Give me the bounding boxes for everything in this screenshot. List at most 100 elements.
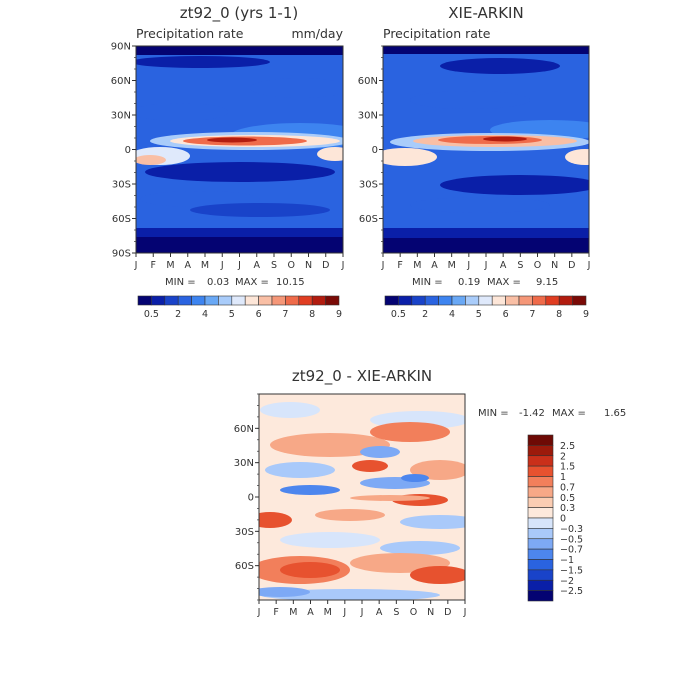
colorbar-swatch bbox=[527, 445, 554, 457]
diff-anomaly-18 bbox=[380, 541, 460, 555]
colorbar-label: 7 bbox=[529, 309, 535, 320]
x-tick-label: F bbox=[397, 260, 402, 271]
storm-track-mid bbox=[136, 103, 228, 121]
diff-anomaly-13 bbox=[350, 495, 430, 501]
y-tick-label: 0 bbox=[125, 145, 131, 156]
panel-obs-map bbox=[383, 46, 589, 253]
panel-obs-stats: MIN = 0.19 MAX = 9.15 bbox=[412, 277, 558, 288]
colorbar-swatch bbox=[438, 295, 453, 306]
x-tick-label: J bbox=[257, 607, 261, 618]
x-tick-label: D bbox=[322, 260, 329, 271]
colorbar-label: 1 bbox=[560, 472, 566, 483]
colorbar-label: 1.5 bbox=[560, 462, 575, 473]
colorbar-swatch bbox=[527, 559, 554, 571]
colorbar-label: 9 bbox=[336, 309, 342, 320]
subtropical-dry-south bbox=[145, 162, 335, 182]
colorbar-label: 4 bbox=[202, 309, 208, 320]
colorbar-label: 6 bbox=[256, 309, 262, 320]
colorbar-label: 4 bbox=[449, 309, 455, 320]
colorbar-swatch bbox=[527, 476, 554, 488]
diff-anomaly-16 bbox=[400, 515, 465, 529]
y-tick-label: 30N bbox=[358, 111, 378, 122]
colorbar-swatch bbox=[177, 295, 192, 306]
storm-track-north bbox=[410, 91, 530, 109]
colorbar-label: −1.5 bbox=[560, 565, 583, 576]
colorbar-label: −0.7 bbox=[560, 545, 583, 556]
midlat-south bbox=[190, 203, 330, 217]
x-tick-label: J bbox=[342, 607, 346, 618]
panel-diff-max-value: 1.65 bbox=[604, 408, 626, 419]
polar-band-south bbox=[383, 238, 589, 253]
colorbar-swatch bbox=[491, 295, 506, 306]
panel-obs-colorbar: 0.5 2 4 5 6 7 8 9 bbox=[384, 295, 589, 320]
panel-diff-min-value: -1.42 bbox=[519, 408, 545, 419]
x-tick-label: M bbox=[448, 260, 456, 271]
y-tick-label: 60N bbox=[111, 76, 131, 87]
y-tick-label: 30N bbox=[111, 111, 131, 122]
x-tick-label: N bbox=[427, 607, 434, 618]
colorbar-swatch bbox=[384, 295, 399, 306]
colorbar-swatch bbox=[527, 507, 554, 519]
diff-anomaly-6 bbox=[360, 446, 400, 458]
colorbar-swatch bbox=[527, 548, 554, 560]
panel-diff-y-ticks: 60N 30N 0 30S 60S bbox=[234, 393, 259, 601]
diff-anomaly-4 bbox=[370, 422, 450, 442]
colorbar-swatch bbox=[527, 517, 554, 529]
colorbar-label: −2 bbox=[560, 576, 574, 587]
colorbar-swatch bbox=[527, 528, 554, 540]
diff-anomaly-10 bbox=[401, 474, 429, 482]
y-tick-label: 0 bbox=[248, 493, 254, 504]
panel-model-map bbox=[136, 46, 343, 253]
y-tick-label: 30S bbox=[359, 180, 378, 191]
colorbar-swatch bbox=[478, 295, 493, 306]
colorbar-label: 0.7 bbox=[560, 482, 575, 493]
panel-obs: XIE-ARKIN Precipitation rate 60N30N030S6… bbox=[358, 4, 591, 320]
colorbar-swatch bbox=[518, 295, 533, 306]
diff-anomaly-20 bbox=[280, 562, 340, 578]
diff-anomaly-1 bbox=[260, 402, 320, 418]
polar-band-south bbox=[136, 236, 343, 253]
colorbar-swatch bbox=[527, 569, 554, 581]
x-tick-label: N bbox=[551, 260, 558, 271]
y-tick-label: 60S bbox=[112, 214, 131, 225]
colorbar-swatch bbox=[527, 434, 554, 446]
colorbar-swatch bbox=[465, 295, 480, 306]
colorbar-swatch bbox=[572, 295, 587, 306]
colorbar-swatch bbox=[411, 295, 426, 306]
colorbar-label: 2 bbox=[560, 451, 566, 462]
colorbar-swatch bbox=[527, 590, 554, 602]
panel-model: zt92_0 (yrs 1-1) Precipitation rate mm/d… bbox=[111, 4, 345, 320]
x-tick-label: D bbox=[568, 260, 575, 271]
panel-model-max-label: MAX = bbox=[235, 277, 269, 288]
colorbar-swatch bbox=[285, 295, 300, 306]
sh-monsoon-2 bbox=[136, 155, 166, 165]
y-tick-label: 90N bbox=[111, 42, 131, 53]
y-tick-label: 30S bbox=[112, 180, 131, 191]
x-tick-label: N bbox=[305, 260, 312, 271]
x-tick-label: O bbox=[534, 260, 541, 271]
panel-diff-colorbar: 2.521.510.70.50.30−0.3−0.5−0.7−1−1.5−2−2… bbox=[527, 434, 583, 602]
x-tick-label: J bbox=[463, 607, 467, 618]
x-tick-label: A bbox=[254, 260, 261, 271]
x-tick-label: J bbox=[341, 260, 345, 271]
x-tick-label: M bbox=[413, 260, 421, 271]
colorbar-label: −2.5 bbox=[560, 586, 583, 597]
colorbar-label: 2.5 bbox=[560, 441, 575, 452]
colorbar-swatch bbox=[398, 295, 413, 306]
colorbar-swatch bbox=[151, 295, 166, 306]
colorbar-label: 2 bbox=[422, 309, 428, 320]
colorbar-label: −1 bbox=[560, 555, 574, 566]
colorbar-label: 0.3 bbox=[560, 503, 575, 514]
y-tick-label: 30S bbox=[235, 527, 254, 538]
panel-model-colorbar: 0.5 2 4 5 6 7 8 9 bbox=[137, 295, 342, 320]
panel-diff-max-label: MAX = bbox=[552, 408, 586, 419]
colorbar-swatch bbox=[532, 295, 547, 306]
panel-diff-min-label: MIN = bbox=[478, 408, 509, 419]
panel-model-min-value: 0.03 bbox=[207, 277, 229, 288]
panel-obs-y-ticks: 60N 30N 0 30S 60S bbox=[358, 45, 383, 254]
colorbar-swatch bbox=[311, 295, 326, 306]
